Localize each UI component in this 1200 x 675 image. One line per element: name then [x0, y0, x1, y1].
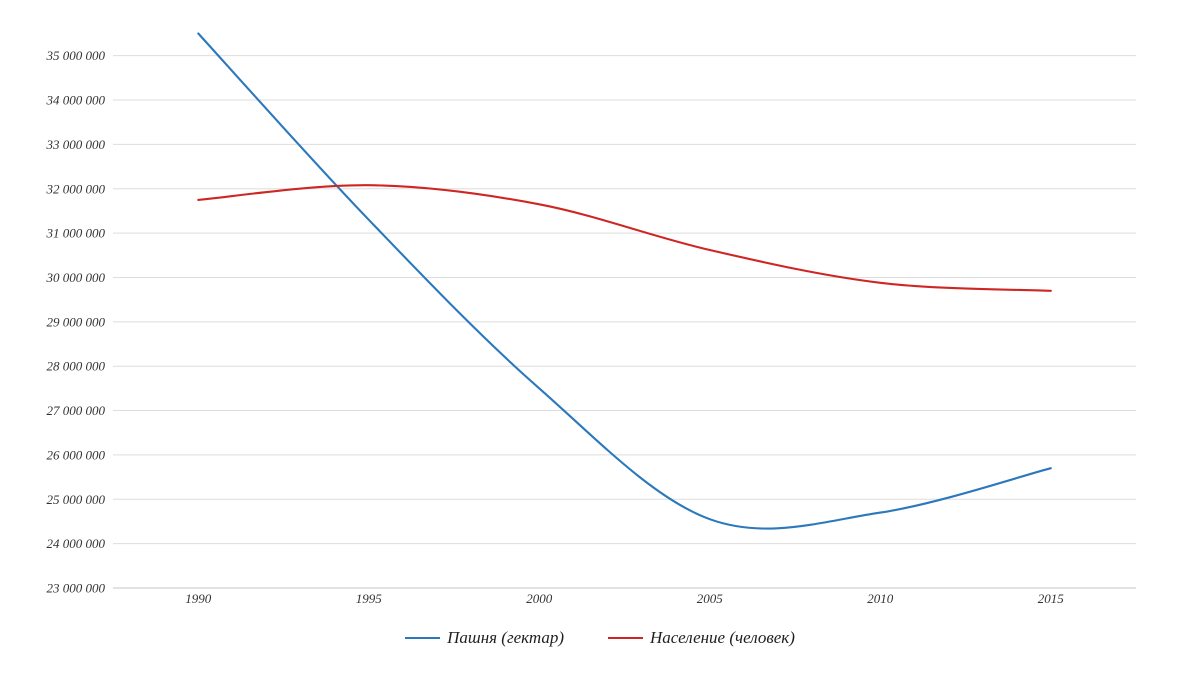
population-series-line[interactable]: [197, 184, 1052, 292]
y-axis-tick-label: 28 000 000: [47, 359, 106, 374]
y-axis-tick-label: 23 000 000: [47, 581, 106, 596]
y-axis-tick-label: 26 000 000: [47, 447, 106, 462]
y-axis-tick-label: 27 000 000: [47, 403, 106, 418]
y-axis-tick-label: 34 000 000: [46, 93, 106, 108]
y-axis-tick-label: 31 000 000: [46, 226, 106, 241]
legend-label-population: Население (человек): [650, 628, 795, 647]
x-axis-tick-label: 2000: [526, 591, 553, 606]
legend-item-population[interactable]: Население (человек): [608, 628, 795, 648]
x-axis-tick-label: 1995: [356, 591, 383, 606]
legend-item-arable[interactable]: Пашня (гектар): [405, 628, 564, 648]
y-axis-tick-label: 33 000 000: [46, 137, 106, 152]
x-axis-tick-label: 2010: [867, 591, 894, 606]
legend-label-arable: Пашня (гектар): [447, 628, 565, 647]
x-axis-tick-label: 2005: [697, 591, 724, 606]
arable-land-series-line[interactable]: [197, 32, 1052, 530]
chart-legend: Пашня (гектар) Население (человек): [0, 628, 1200, 648]
x-axis-tick-label: 1990: [185, 591, 212, 606]
y-axis-tick-label: 32 000 000: [46, 181, 106, 196]
y-axis-tick-label: 24 000 000: [47, 536, 106, 551]
x-axis-tick-label: 2015: [1038, 591, 1065, 606]
y-axis-tick-label: 30 000 000: [46, 270, 106, 285]
y-axis-tick-label: 25 000 000: [47, 492, 106, 507]
population-line-swatch: [608, 637, 644, 639]
arable-line-swatch: [405, 637, 441, 639]
y-axis-tick-label: 35 000 000: [46, 48, 106, 63]
y-axis-tick-label: 29 000 000: [47, 314, 106, 329]
